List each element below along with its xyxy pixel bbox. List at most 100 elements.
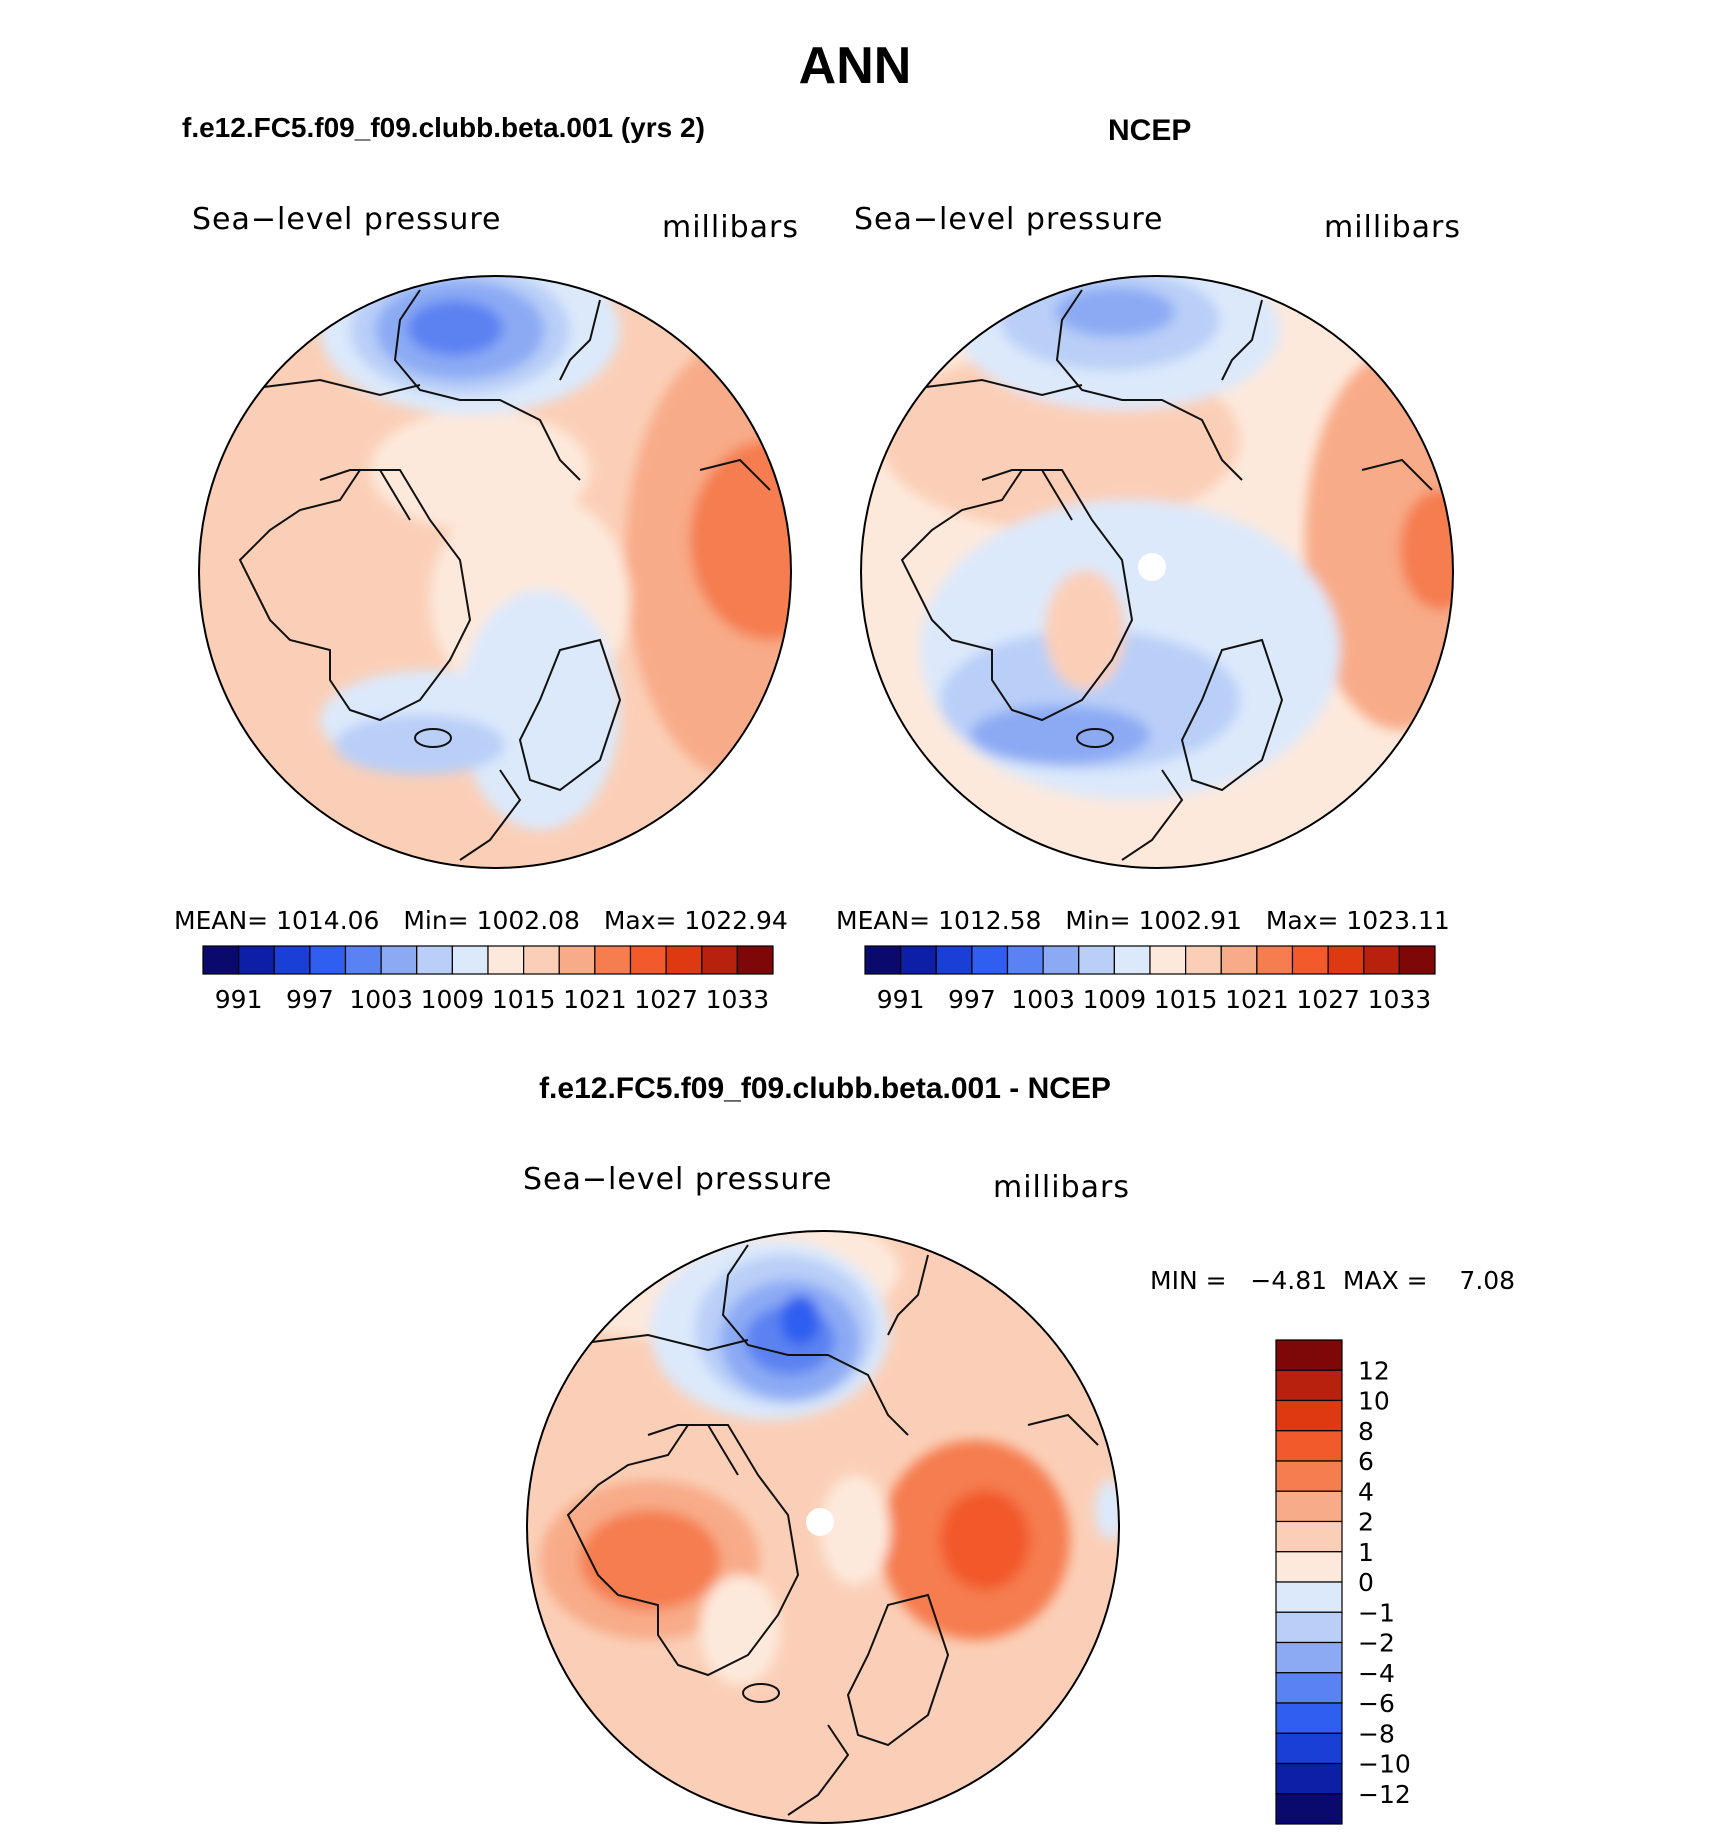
panel1-map-frame xyxy=(198,275,792,869)
colorbar-cell xyxy=(1275,1430,1343,1462)
colorbar-cell xyxy=(416,945,453,975)
coastlines xyxy=(566,1244,1099,1816)
colorbar-cell xyxy=(1113,945,1151,975)
colorbar-tick-label: 4 xyxy=(1358,1477,1374,1506)
colorbar-cell xyxy=(273,945,311,975)
colorbar-tick-label: 1009 xyxy=(1083,985,1147,1014)
page-title: ANN xyxy=(798,37,912,95)
panel2-units: millibars xyxy=(1324,210,1461,245)
colorbar-tick-label: 6 xyxy=(1358,1447,1374,1476)
max-label: Max= xyxy=(1265,906,1339,935)
colorbar-tick-label: 1021 xyxy=(563,985,627,1014)
colorbar-tick-label: 12 xyxy=(1358,1356,1390,1385)
colorbar-tick-label: 1 xyxy=(1358,1538,1374,1567)
colorbar-cell xyxy=(736,945,774,975)
contour-pos1-green xyxy=(1045,570,1125,690)
panel3-stats: MIN = −4.81 MAX = 7.08 xyxy=(1150,1266,1515,1295)
panel3-units: millibars xyxy=(993,1170,1130,1205)
panel1-title: f.e12.FC5.f09_f09.clubb.beta.001 (yrs 2) xyxy=(182,112,705,143)
colorbar-tick-label: −12 xyxy=(1358,1780,1411,1809)
colorbar-tick-label: 1033 xyxy=(1368,985,1432,1014)
colorbar-tick-label: −10 xyxy=(1358,1750,1411,1779)
panel1-map xyxy=(199,276,791,868)
colorbar-cell xyxy=(380,945,418,975)
max-label: MAX = xyxy=(1342,1266,1428,1295)
colorbar-cell xyxy=(1220,945,1258,975)
panel1-colorbar: 991 997 1003 1009 1015 1021 1027 1033 xyxy=(202,945,774,1014)
contour-neutral-green xyxy=(700,1575,780,1685)
min-value: −4.81 xyxy=(1250,1266,1328,1295)
colorbar-tick-label: −1 xyxy=(1358,1598,1395,1627)
max-value: 7.08 xyxy=(1459,1266,1516,1295)
colorbar-tick-label: 1021 xyxy=(1225,985,1289,1014)
colorbar-cell xyxy=(523,945,560,975)
colorbar-cell xyxy=(900,945,937,975)
panel1-units: millibars xyxy=(662,210,799,245)
max-label: Max= xyxy=(603,906,677,935)
contour-neg3-top xyxy=(1055,287,1175,337)
panel2-map-frame xyxy=(860,275,1454,869)
colorbar-cell xyxy=(309,945,347,975)
colorbar-cell xyxy=(1275,1672,1343,1704)
contour-neg5-top xyxy=(780,1295,820,1345)
colorbar-cell xyxy=(1275,1611,1343,1644)
colorbar-cell xyxy=(558,945,596,975)
colorbar-cell xyxy=(1275,1641,1343,1674)
colorbar-cell xyxy=(1327,945,1365,975)
colorbar-cell xyxy=(665,945,703,975)
colorbar-cell xyxy=(1275,1732,1343,1765)
colorbar-cell xyxy=(487,945,525,975)
colorbar-tick-label: 10 xyxy=(1358,1387,1390,1416)
colorbar-cell xyxy=(1078,945,1115,975)
panel2-colorbar: 991 997 1003 1009 1015 1021 1027 1033 xyxy=(864,945,1436,1014)
colorbar-cell xyxy=(1275,1460,1343,1492)
colorbar-tick-label: −8 xyxy=(1358,1719,1395,1748)
panel3-map-frame xyxy=(526,1230,1120,1824)
colorbar-tick-label: 1027 xyxy=(634,985,698,1014)
contour-neg4-top xyxy=(407,300,503,356)
colorbar-tick-label: 1015 xyxy=(492,985,556,1014)
pole-mask xyxy=(1138,553,1166,581)
colorbar-cell xyxy=(1275,1339,1343,1371)
colorbar-tick-label: 8 xyxy=(1358,1417,1374,1446)
contour-neutral-top xyxy=(370,410,590,530)
colorbar-tick-label: −6 xyxy=(1358,1689,1395,1718)
min-label: Min= xyxy=(1065,906,1131,935)
colorbar-tick-label: 1003 xyxy=(349,985,413,1014)
colorbar-cell xyxy=(594,945,632,975)
colorbar-cell xyxy=(1291,945,1329,975)
panel2-stats: MEAN= 1012.58 Min= 1002.91 Max= 1023.11 xyxy=(836,906,1450,935)
colorbar-tick-label: −4 xyxy=(1358,1659,1395,1688)
colorbar-cell xyxy=(629,945,667,975)
colorbar-cell xyxy=(1275,1369,1343,1402)
panel2-variable: Sea−level pressure xyxy=(854,202,1164,237)
colorbar-cell xyxy=(1185,945,1222,975)
colorbar-tick-label: 997 xyxy=(948,985,996,1014)
colorbar-cell xyxy=(1275,1520,1343,1553)
coastlines xyxy=(238,289,771,861)
contour-pos3 xyxy=(690,440,791,640)
colorbar-cell xyxy=(238,945,275,975)
colorbar-cell xyxy=(1275,1702,1343,1734)
panel1-variable: Sea−level pressure xyxy=(192,202,502,237)
colorbar-tick-label: 1033 xyxy=(706,985,770,1014)
colorbar-cell xyxy=(1363,945,1400,975)
colorbar-cell xyxy=(1275,1793,1343,1825)
colorbar-cell xyxy=(1398,945,1436,975)
colorbar-cell xyxy=(864,945,902,975)
contour-pos3-left xyxy=(580,1510,720,1610)
panel1-stats: MEAN= 1014.06 Min= 1002.08 Max= 1022.94 xyxy=(174,906,788,935)
colorbar-cell xyxy=(1149,945,1187,975)
max-value: 1023.11 xyxy=(1346,906,1450,935)
mean-value: 1012.58 xyxy=(938,906,1042,935)
colorbar-cell xyxy=(935,945,973,975)
contour-neutral-center xyxy=(820,1475,890,1585)
panel2-map xyxy=(861,276,1453,868)
panel3-map xyxy=(527,1231,1119,1823)
colorbar-cell xyxy=(1275,1399,1343,1432)
max-value: 1022.94 xyxy=(684,906,788,935)
colorbar-tick-label: 991 xyxy=(877,985,925,1014)
colorbar-cell xyxy=(1256,945,1294,975)
coastlines xyxy=(900,289,1433,861)
